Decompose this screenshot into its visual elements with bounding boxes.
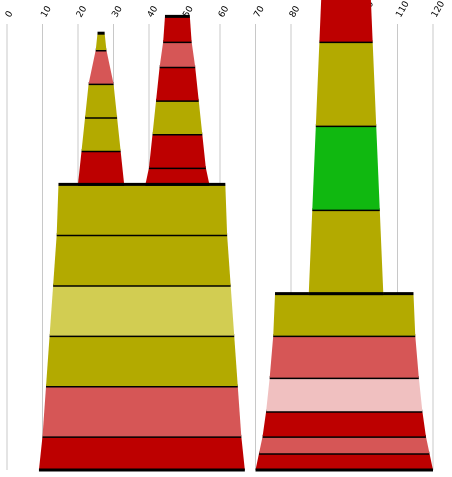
stack-layer	[95, 33, 107, 50]
stack-layer	[273, 293, 416, 336]
stack	[38, 182, 245, 472]
stack-layer	[78, 150, 125, 185]
x-tick-label: 60	[217, 4, 232, 19]
stack-layer	[255, 453, 433, 470]
x-tick-label: 40	[146, 4, 161, 19]
stack-layer	[319, 0, 373, 42]
stack-layer	[163, 16, 192, 42]
stack-layer	[85, 83, 118, 118]
stack	[255, 292, 433, 472]
stack-layer	[156, 66, 199, 101]
x-tick-label: 10	[39, 4, 54, 19]
stack	[308, 0, 384, 296]
stack-layer	[262, 411, 426, 437]
x-tick-label: 20	[75, 4, 90, 19]
stack-layer	[38, 436, 245, 470]
stack-layer	[81, 117, 121, 151]
x-tick-label: 80	[288, 4, 303, 19]
stack-layer	[88, 50, 114, 84]
stack-layer	[145, 167, 210, 185]
x-tick-labels: 0102030405060708090100110120	[4, 0, 447, 20]
stack-layer	[312, 125, 380, 210]
stack-layer	[49, 285, 235, 336]
stack-layer	[149, 134, 206, 168]
x-tick-label: 110	[394, 0, 411, 20]
stack-layer	[42, 386, 242, 437]
x-tick-label: 0	[4, 9, 16, 19]
stack-layer	[159, 41, 196, 67]
stack	[78, 31, 125, 186]
x-tick-label: 30	[110, 4, 125, 19]
stack-layer	[315, 41, 377, 126]
stacks	[38, 0, 433, 472]
stack-layer	[308, 209, 384, 294]
stack-layer	[53, 234, 231, 286]
x-tick-label: 120	[430, 0, 447, 20]
stack	[145, 14, 210, 186]
stack-layer	[259, 436, 430, 454]
stack-layer	[269, 335, 419, 378]
stack-layer	[152, 100, 203, 134]
stack-layer	[56, 184, 228, 235]
x-tick-label: 70	[252, 4, 267, 19]
stack-layer	[46, 335, 238, 386]
stack-layer	[266, 377, 423, 412]
